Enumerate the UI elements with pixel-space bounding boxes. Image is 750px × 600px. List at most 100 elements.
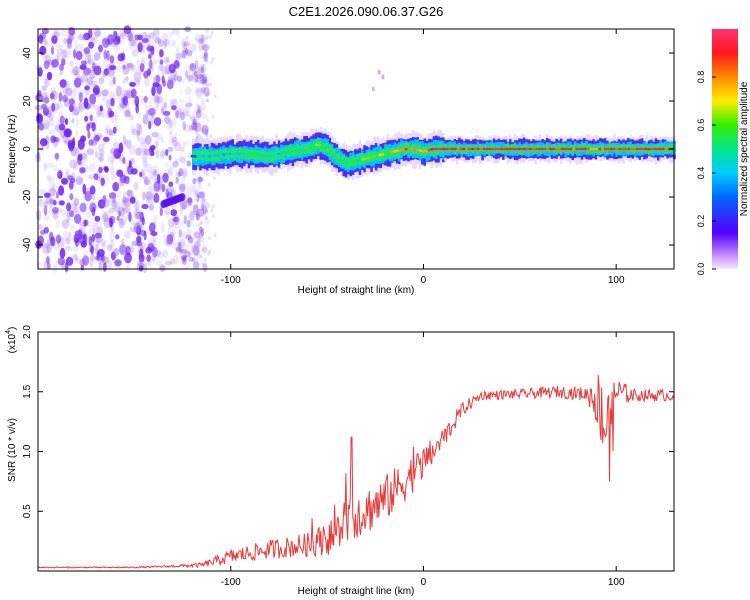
ridge-point	[288, 149, 293, 153]
noise-speckle	[182, 121, 186, 131]
noise-speckle	[152, 95, 159, 104]
noise-speckle	[138, 253, 145, 263]
ridge-band	[430, 145, 433, 156]
noise-speckle	[75, 257, 82, 264]
ridge-point	[280, 151, 284, 155]
ridge-point	[580, 147, 585, 151]
noise-speckle	[110, 147, 118, 155]
noise-speckle	[123, 25, 132, 34]
noise-speckle	[43, 119, 50, 130]
noise-speckle	[38, 34, 44, 44]
noise-speckle	[90, 36, 96, 42]
noise-speckle	[116, 189, 122, 201]
noise-speckle	[196, 194, 200, 203]
noise-speckle	[141, 203, 149, 210]
noise-speckle	[173, 141, 182, 152]
noise-speckle	[213, 233, 217, 238]
noise-speckle	[164, 169, 171, 176]
ridge-point	[624, 147, 628, 151]
noise-speckle	[194, 256, 199, 264]
noise-speckle	[46, 263, 51, 270]
noise-speckle	[198, 180, 202, 185]
noise-speckle	[121, 59, 129, 67]
noise-speckle	[103, 136, 110, 142]
noise-speckle	[212, 214, 215, 219]
noise-speckle	[206, 91, 210, 96]
noise-speckle	[129, 33, 137, 45]
noise-speckle	[48, 128, 56, 135]
noise-speckle	[46, 244, 52, 254]
ridge-point	[207, 154, 212, 158]
noise-speckle	[189, 114, 197, 120]
noise-speckle	[175, 246, 184, 253]
noise-speckle	[180, 146, 185, 153]
noise-speckle	[79, 160, 83, 166]
noise-speckle	[197, 184, 202, 193]
noise-speckle	[201, 100, 205, 104]
noise-speckle	[201, 124, 209, 135]
noise-speckle	[139, 39, 147, 48]
noise-speckle	[92, 87, 100, 94]
noise-speckle	[56, 48, 65, 55]
noise-speckle	[201, 63, 205, 68]
noise-speckle	[205, 202, 210, 209]
noise-speckle	[44, 192, 51, 198]
noise-speckle	[64, 139, 68, 145]
noise-speckle	[148, 199, 153, 206]
noise-speckle	[122, 157, 126, 165]
noise-speckle	[164, 63, 172, 75]
noise-speckle	[167, 225, 172, 236]
noise-speckle	[186, 160, 192, 167]
noise-speckle	[62, 88, 68, 96]
noise-speckle	[154, 94, 160, 103]
noise-speckle	[94, 27, 101, 38]
noise-speckle	[174, 106, 182, 116]
ridge-point	[262, 154, 267, 158]
noise-speckle	[166, 211, 170, 219]
x-tick-label: 100	[608, 275, 625, 286]
ridge-point	[407, 147, 411, 151]
ridge-point	[323, 146, 327, 150]
ridge-point	[294, 149, 298, 152]
ridge-point	[456, 147, 460, 151]
noise-speckle	[148, 222, 156, 233]
noise-speckle	[115, 234, 120, 240]
ridge-point	[413, 147, 417, 151]
ridge-point	[193, 154, 197, 158]
noise-speckle	[168, 118, 172, 127]
secondary-streak-point	[179, 193, 186, 201]
ridge-point	[384, 152, 388, 156]
noise-speckle	[109, 231, 115, 243]
noise-speckle	[74, 210, 81, 221]
isolated-trace	[371, 86, 375, 92]
noise-speckle	[67, 175, 74, 181]
noise-speckle	[78, 92, 83, 103]
noise-speckle	[70, 202, 78, 213]
noise-speckle	[200, 40, 207, 50]
noise-speckle	[202, 197, 206, 202]
noise-speckle	[163, 57, 170, 63]
noise-speckle	[163, 38, 171, 46]
noise-speckle	[62, 230, 70, 241]
noise-speckle	[136, 130, 140, 142]
noise-speckle	[61, 58, 66, 66]
ridge-point	[349, 160, 353, 164]
noise-speckle	[144, 113, 149, 120]
noise-speckle	[77, 228, 83, 240]
ridge-point	[644, 147, 648, 151]
y-tick-label: 20	[22, 95, 33, 107]
noise-speckle	[142, 48, 146, 55]
noise-speckle	[36, 261, 41, 269]
noise-speckle	[200, 203, 205, 211]
noise-speckle	[171, 229, 176, 238]
noise-speckle	[142, 96, 149, 103]
noise-speckle	[87, 228, 96, 235]
noise-speckle	[173, 70, 180, 80]
ridge-point	[236, 152, 240, 156]
noise-speckle	[92, 222, 100, 234]
noise-speckle	[38, 189, 47, 196]
noise-speckle	[42, 96, 50, 104]
noise-speckle	[84, 112, 90, 122]
noise-speckle	[183, 263, 191, 269]
noise-speckle	[108, 65, 117, 71]
